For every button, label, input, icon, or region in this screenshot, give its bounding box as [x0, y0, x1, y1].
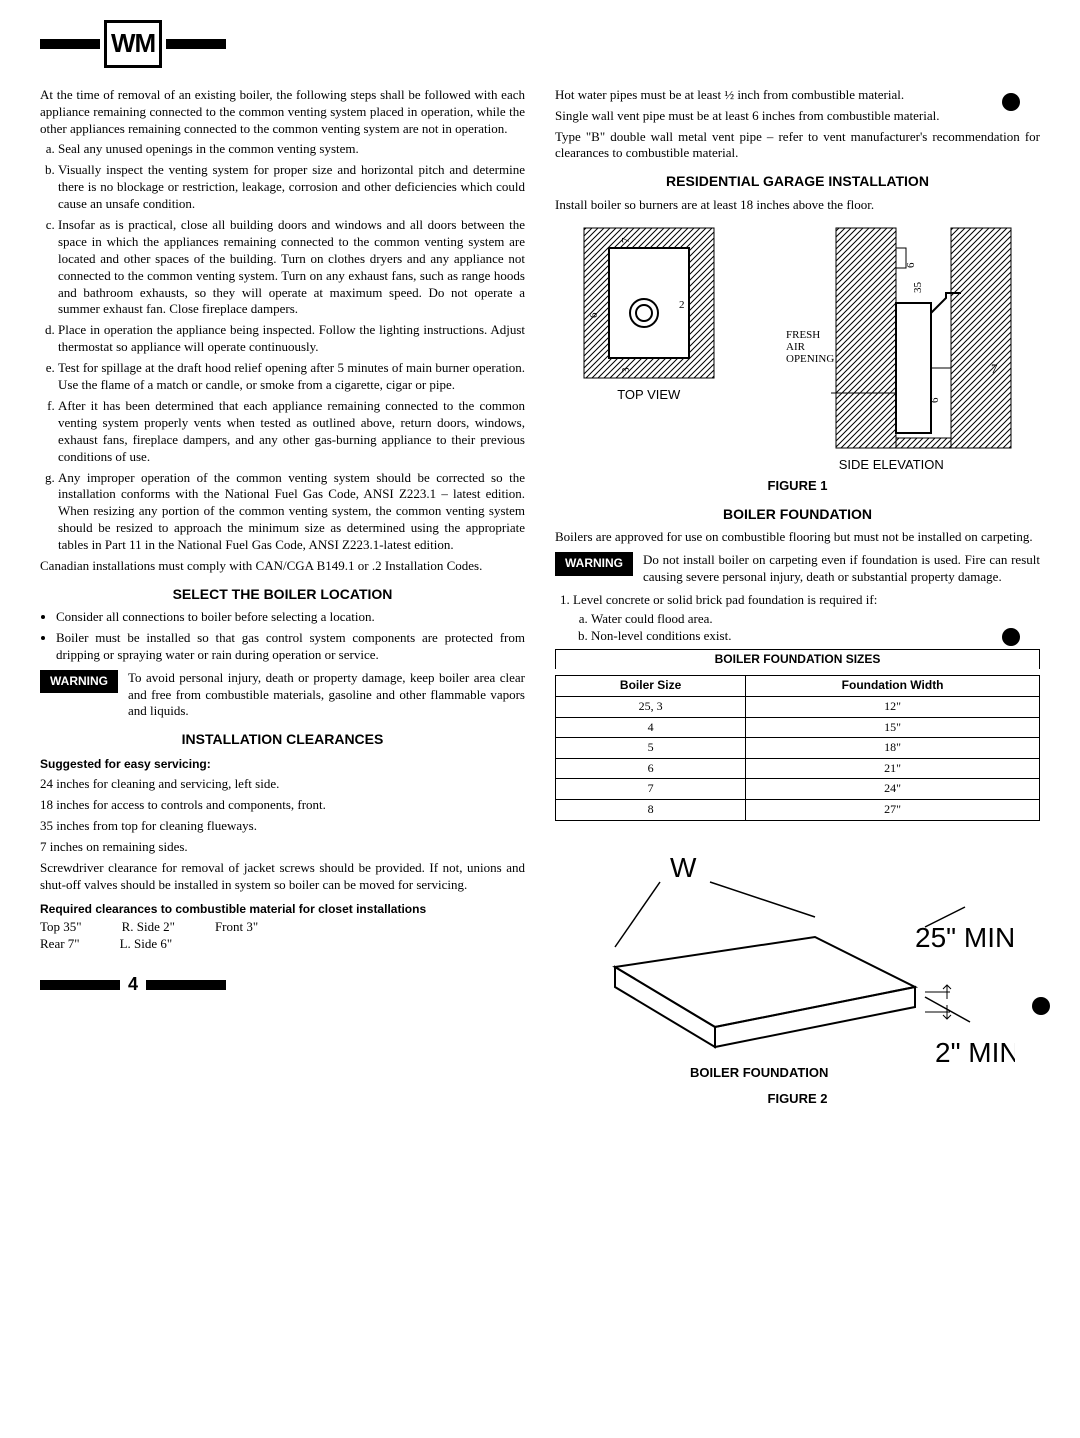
warning-2-text: Do not install boiler on carpeting even … — [643, 552, 1040, 586]
single-wall-note: Single wall vent pipe must be at least 6… — [555, 108, 1040, 125]
clear-line-1: 24 inches for cleaning and servicing, le… — [40, 776, 525, 793]
type-b-note: Type "B" double wall metal vent pipe – r… — [555, 129, 1040, 163]
foundation-list: Level concrete or solid brick pad founda… — [555, 592, 1040, 645]
step-g: Any improper operation of the common ven… — [58, 470, 525, 554]
hole-dot-3 — [1032, 997, 1050, 1015]
req-rside: R. Side 2" — [122, 919, 175, 936]
clear-line-2: 18 inches for access to controls and com… — [40, 797, 525, 814]
sub-b: Non-level conditions exist. — [591, 628, 1040, 645]
logo-text: WM — [111, 27, 155, 61]
side-elevation-svg: FRESH AIR OPENING 6 35 6 7 — [766, 223, 1016, 453]
page-bar-right — [146, 980, 226, 990]
right-column: Hot water pipes must be at least ½ inch … — [555, 83, 1040, 1112]
dim-6r: 6 — [929, 397, 941, 403]
heading-install-clearances: INSTALLATION CLEARANCES — [40, 730, 525, 748]
fig2-foundation-label: BOILER FOUNDATION — [690, 1065, 828, 1080]
logo-box: WM — [104, 20, 162, 68]
clear-line-4: 7 inches on remaining sides. — [40, 839, 525, 856]
foundation-table: Boiler Size Foundation Width 25, 312" 41… — [555, 675, 1040, 820]
opening-label: OPENING — [786, 353, 834, 365]
sub-a: Water could flood area. — [591, 611, 1040, 628]
garage-text: Install boiler so burners are at least 1… — [555, 197, 1040, 214]
hole-dot-2 — [1002, 628, 1020, 646]
screwdriver-note: Screwdriver clearance for removal of jac… — [40, 860, 525, 894]
foundation-item-1-text: Level concrete or solid brick pad founda… — [573, 592, 877, 607]
top-view-label: TOP VIEW — [579, 387, 719, 404]
req-rear: Rear 7" — [40, 936, 80, 953]
table-row: 621" — [556, 758, 1040, 779]
dim-6s: 6 — [905, 262, 917, 268]
logo-bar-right — [166, 39, 226, 49]
air-label: AIR — [786, 341, 806, 353]
dim-7: 7 — [991, 361, 998, 376]
page-bar-left — [40, 980, 120, 990]
table-row: 415" — [556, 717, 1040, 738]
dim-35: 35 — [912, 282, 924, 294]
warning-1-text: To avoid personal injury, death or prope… — [128, 670, 525, 721]
intro-para: At the time of removal of an existing bo… — [40, 87, 525, 138]
req-front: Front 3" — [215, 919, 258, 936]
side-elevation-diagram: FRESH AIR OPENING 6 35 6 7 SIDE ELEVATIO… — [766, 223, 1016, 474]
req-top: Top 35" — [40, 919, 82, 936]
foundation-sublist: Water could flood area. Non-level condit… — [573, 611, 1040, 645]
select-bullets: Consider all connections to boiler befor… — [40, 609, 525, 664]
req-row-1: Top 35" R. Side 2" Front 3" — [40, 919, 525, 936]
req-lside: L. Side 6" — [120, 936, 173, 953]
dim-7t: 7 — [620, 237, 632, 243]
figure-2-diagram: W 25" MIN 2" MIN BOILER FOUNDATION — [555, 827, 1040, 1087]
warning-2-row: WARNING Do not install boiler on carpeti… — [555, 552, 1040, 586]
hot-water-note: Hot water pipes must be at least ½ inch … — [555, 87, 1040, 104]
table-row: 518" — [556, 738, 1040, 759]
top-view-svg: 6 7 2 3 — [579, 223, 719, 383]
req-row-2: Rear 7" L. Side 6" — [40, 936, 525, 953]
figure-1-caption: FIGURE 1 — [555, 478, 1040, 495]
top-view-diagram: 6 7 2 3 TOP VIEW — [579, 223, 719, 474]
left-column: At the time of removal of an existing bo… — [40, 83, 525, 1112]
select-bullet-2: Boiler must be installed so that gas con… — [56, 630, 525, 664]
step-e: Test for spillage at the draft hood reli… — [58, 360, 525, 394]
fig2-w-label: W — [670, 852, 697, 883]
step-f: After it has been determined that each a… — [58, 398, 525, 466]
table-row: 724" — [556, 779, 1040, 800]
dim-3: 3 — [620, 367, 632, 373]
step-c: Insofar as is practical, close all build… — [58, 217, 525, 318]
figure-1-diagrams: 6 7 2 3 TOP VIEW FRESH — [555, 223, 1040, 474]
side-elevation-label: SIDE ELEVATION — [766, 457, 1016, 474]
warning-1-row: WARNING To avoid personal injury, death … — [40, 670, 525, 721]
fresh-label: FRESH — [786, 329, 820, 341]
clear-line-3: 35 inches from top for cleaning flueways… — [40, 818, 525, 835]
steps-list: Seal any unused openings in the common v… — [40, 141, 525, 553]
figure-2-caption: FIGURE 2 — [555, 1091, 1040, 1108]
foundation-intro: Boilers are approved for use on combusti… — [555, 529, 1040, 546]
heading-required-clearances: Required clearances to combustible mater… — [40, 902, 525, 918]
select-bullet-1: Consider all connections to boiler befor… — [56, 609, 525, 626]
heading-suggested: Suggested for easy servicing: — [40, 757, 525, 773]
heading-select-location: SELECT THE BOILER LOCATION — [40, 585, 525, 603]
warning-1-label: WARNING — [40, 670, 118, 694]
table-row: 827" — [556, 799, 1040, 820]
step-b: Visually inspect the venting system for … — [58, 162, 525, 213]
fig2-2-label: 2" MIN — [935, 1037, 1015, 1068]
heading-garage: RESIDENTIAL GARAGE INSTALLATION — [555, 172, 1040, 190]
dim-6: 6 — [588, 312, 600, 318]
th-foundation-width: Foundation Width — [746, 676, 1040, 697]
step-d: Place in operation the appliance being i… — [58, 322, 525, 356]
canadian-note: Canadian installations must comply with … — [40, 558, 525, 575]
foundation-item-1: Level concrete or solid brick pad founda… — [573, 592, 1040, 645]
step-a: Seal any unused openings in the common v… — [58, 141, 525, 158]
fig2-25-label: 25" MIN — [915, 922, 1015, 953]
page-number-row: 4 — [40, 973, 525, 996]
logo-header: WM — [40, 20, 1040, 68]
foundation-table-title: BOILER FOUNDATION SIZES — [555, 649, 1040, 670]
warning-2-label: WARNING — [555, 552, 633, 576]
table-row: 25, 312" — [556, 696, 1040, 717]
dim-2: 2 — [679, 299, 685, 311]
th-boiler-size: Boiler Size — [556, 676, 746, 697]
figure-2-svg: W 25" MIN 2" MIN BOILER FOUNDATION — [555, 827, 1015, 1087]
page-number: 4 — [128, 973, 138, 996]
heading-foundation: BOILER FOUNDATION — [555, 505, 1040, 523]
logo-bar-left — [40, 39, 100, 49]
hole-dot-1 — [1002, 93, 1020, 111]
